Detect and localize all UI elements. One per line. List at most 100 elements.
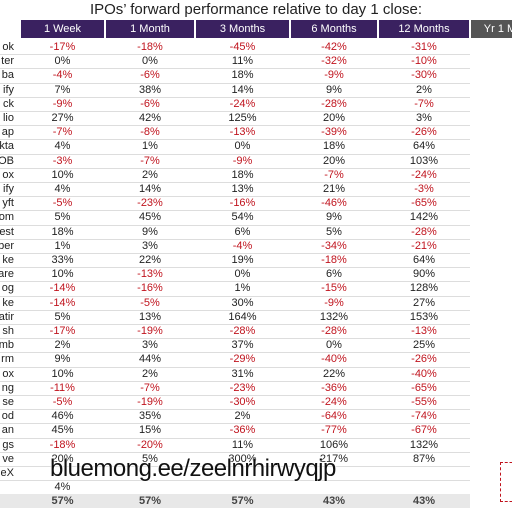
row-label: ter <box>1 55 14 68</box>
cell: 38% <box>138 83 162 96</box>
cell: -30% <box>411 69 437 82</box>
row-label: mb <box>0 339 14 352</box>
cell: 15% <box>138 424 162 437</box>
cell: -46% <box>321 197 347 210</box>
cell: -45% <box>229 41 256 53</box>
cell: -28% <box>321 97 347 110</box>
cell: 300% <box>228 452 257 465</box>
cell: 0% <box>326 339 342 352</box>
cell: 0% <box>54 55 71 68</box>
cell: 20% <box>322 112 346 124</box>
cell: 27% <box>412 296 436 309</box>
row-label: are <box>0 268 14 281</box>
row-label: ng <box>1 381 14 394</box>
cell: -36% <box>229 424 256 437</box>
row-divider <box>0 153 470 155</box>
cell: 37% <box>231 339 254 352</box>
cell: 106% <box>319 438 349 451</box>
row-divider <box>0 253 470 254</box>
row-label: eX <box>0 467 14 479</box>
cell: 1% <box>142 140 158 153</box>
row-divider <box>0 366 470 368</box>
cell: 0% <box>234 268 251 281</box>
cell: 5% <box>326 225 342 238</box>
cell: 5% <box>142 452 158 465</box>
row-label: ke <box>2 296 14 309</box>
summary-cell: 57% <box>138 495 162 508</box>
cell: -11% <box>50 381 75 394</box>
title: IPOs’ forward performance relative to da… <box>89 1 423 18</box>
cell: -18% <box>321 254 347 266</box>
summary-row <box>0 494 470 509</box>
cell: 128% <box>409 282 439 295</box>
cell: 6% <box>326 268 342 281</box>
row-label: od <box>1 410 14 423</box>
cell: 4% <box>54 183 71 195</box>
cell: -19% <box>137 396 163 408</box>
cell: -3% <box>414 183 434 195</box>
cell: -26% <box>411 353 437 366</box>
cell: 6% <box>234 225 251 238</box>
cell: -7% <box>414 97 434 110</box>
cell: 7% <box>54 83 71 96</box>
cell: 1% <box>234 282 251 295</box>
cell: -18% <box>49 438 76 451</box>
highlight-box <box>500 462 512 502</box>
cell: 20% <box>322 154 346 167</box>
cell: 5% <box>54 211 71 224</box>
cell: -19% <box>137 325 163 337</box>
cell: 42% <box>138 112 162 124</box>
row-label: og <box>1 282 14 295</box>
cell: 90% <box>412 268 436 281</box>
cell: -29% <box>229 353 256 366</box>
summary-cell: 57% <box>51 495 74 508</box>
row-divider <box>0 437 470 439</box>
row-label: lio <box>2 112 14 124</box>
row-label: yft <box>2 197 14 210</box>
cell: 11% <box>231 438 254 451</box>
row-label: ve <box>2 452 14 465</box>
cell: -34% <box>321 239 347 252</box>
cell: 19% <box>231 254 254 266</box>
cell: -14% <box>49 282 76 295</box>
cell: 0% <box>234 140 251 153</box>
cell: -42% <box>321 41 347 53</box>
cell: 14% <box>231 83 254 96</box>
cell: 9% <box>142 225 158 238</box>
row-label: ify <box>3 83 14 96</box>
cell: 25% <box>412 339 436 352</box>
cell: -4% <box>52 69 73 82</box>
cell: -13% <box>229 126 256 139</box>
row-label: an <box>1 424 14 437</box>
cell: -40% <box>321 353 347 366</box>
cell: 20% <box>51 452 74 465</box>
cell: 18% <box>322 140 346 153</box>
cell: 164% <box>228 310 257 323</box>
column-header: Yr 1 M <box>471 20 512 38</box>
cell: 5% <box>54 310 71 323</box>
row-divider <box>0 267 470 269</box>
summary-cell: 43% <box>412 495 436 508</box>
cell: 2% <box>416 83 432 96</box>
cell: 27% <box>51 112 74 124</box>
row-divider <box>0 338 470 340</box>
column-header: 6 Months <box>291 20 377 38</box>
cell: -24% <box>229 97 256 110</box>
cell: 103% <box>409 154 439 167</box>
cell: 11% <box>231 55 254 68</box>
cell: -64% <box>321 410 347 423</box>
cell: 18% <box>231 168 254 181</box>
cell: -17% <box>49 325 76 337</box>
cell: 46% <box>51 410 74 423</box>
row-label: ox <box>2 367 14 380</box>
row-label: ox <box>2 168 14 181</box>
cell: 13% <box>138 310 162 323</box>
cell: -10% <box>411 55 437 68</box>
cell: -13% <box>137 268 163 281</box>
cell: 4% <box>54 481 71 494</box>
cell: -18% <box>137 41 163 53</box>
summary-cell: 43% <box>322 495 346 508</box>
cell: -7% <box>324 168 344 181</box>
cell: 3% <box>142 339 158 352</box>
